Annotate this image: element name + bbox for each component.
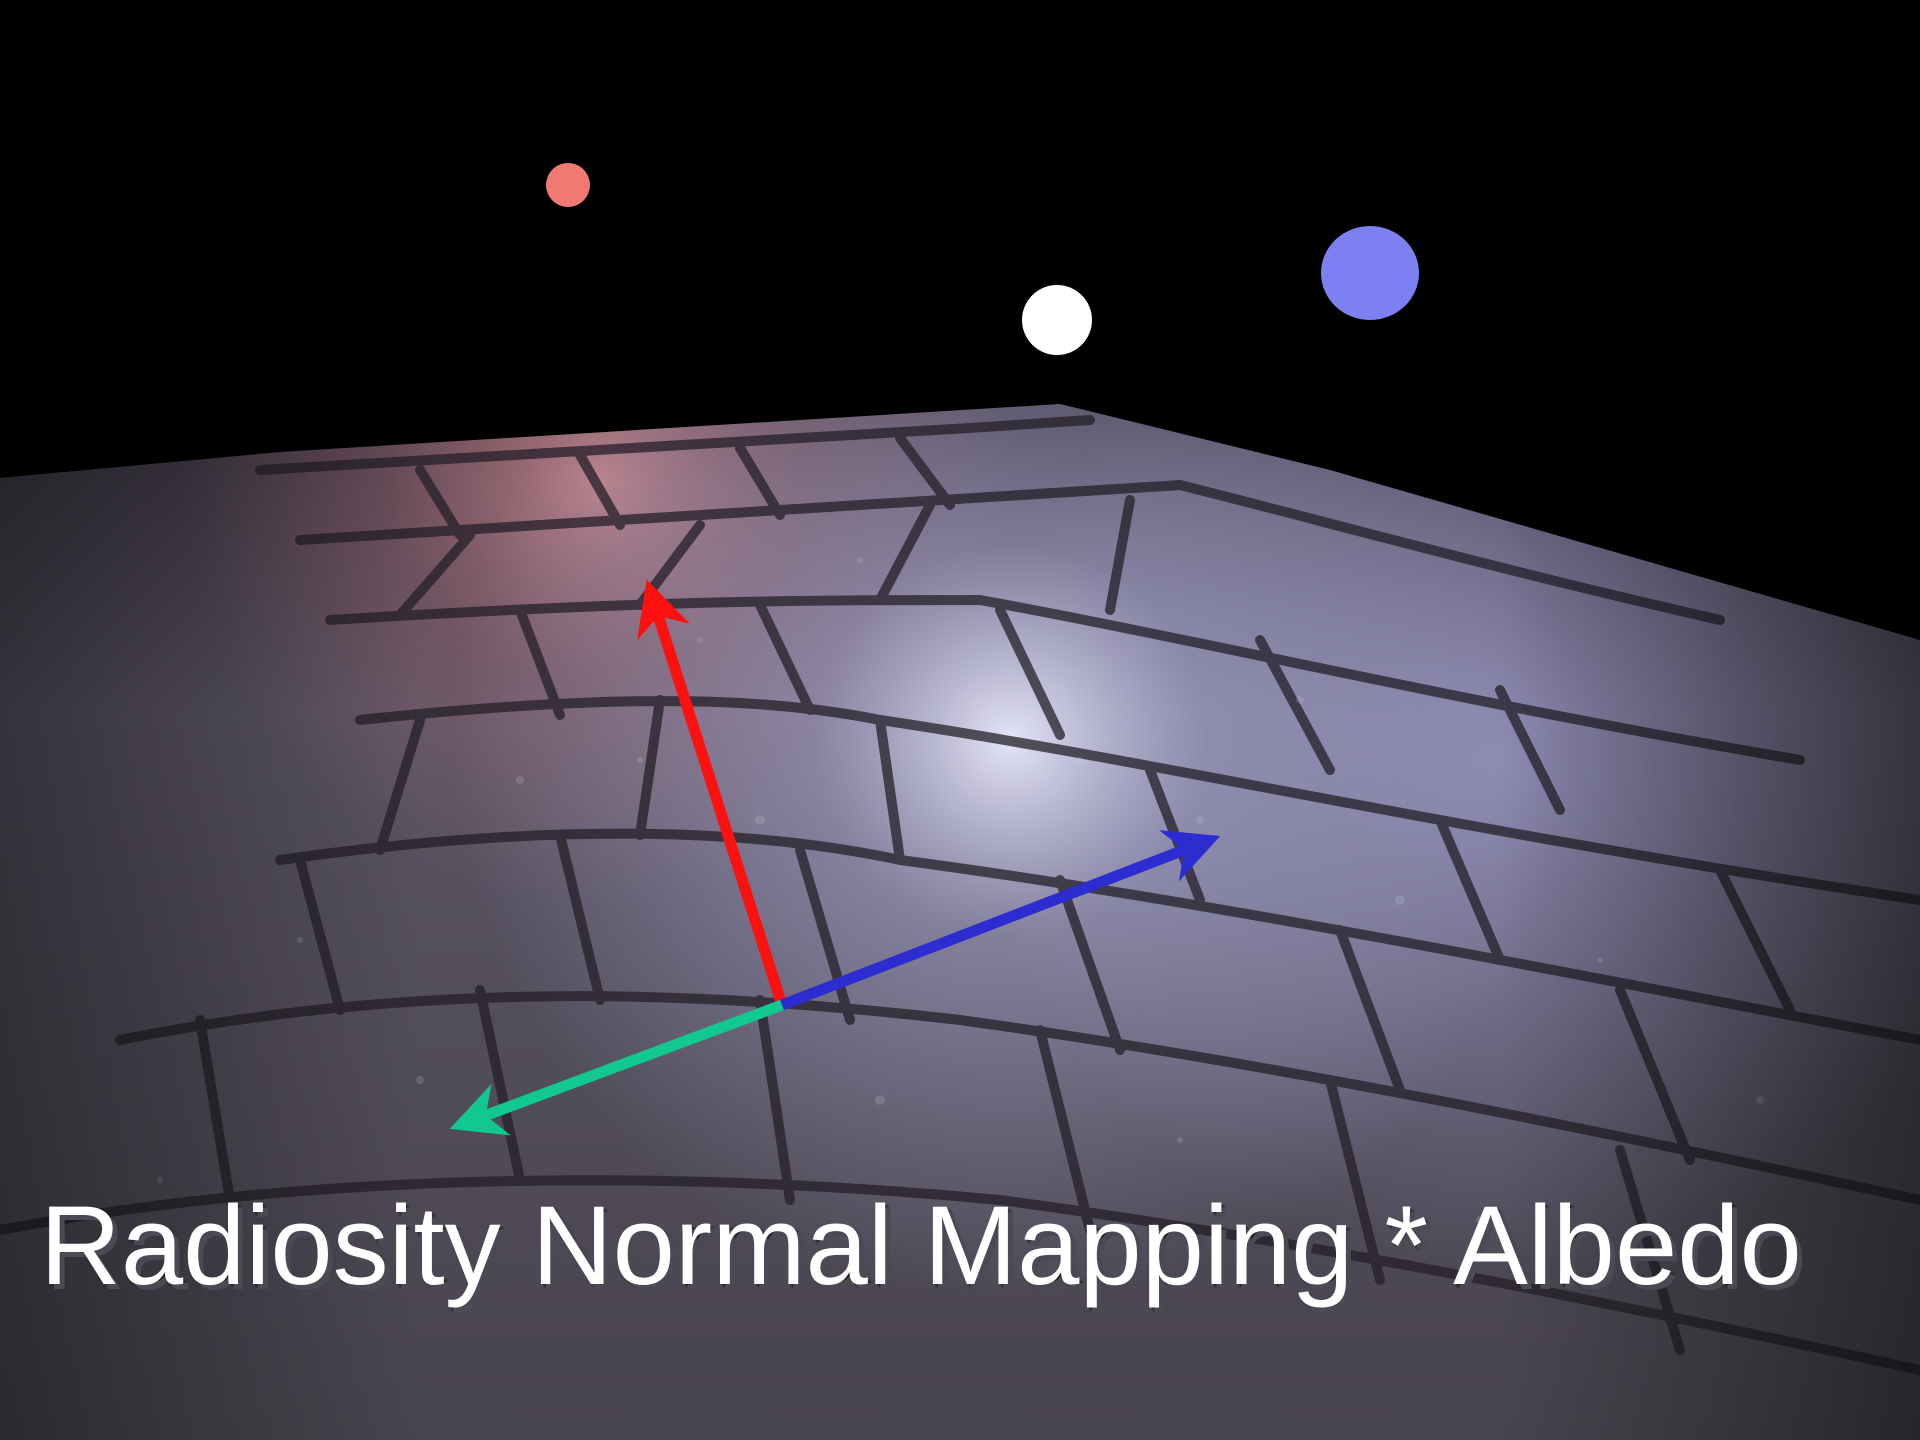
- red-basis-arrow: [637, 579, 788, 1007]
- blue-basis-arrow: [780, 830, 1221, 1011]
- white-light-sphere: [1022, 285, 1092, 355]
- tangent-basis-arrows: [449, 579, 1221, 1136]
- red-light-sphere: [546, 163, 590, 207]
- slide-caption: Radiosity Normal Mapping * Albedo: [40, 1183, 1802, 1308]
- cobblestone-floor: [0, 404, 1920, 1440]
- blue-light-sphere: [1321, 226, 1419, 320]
- green-basis-arrow: [449, 999, 784, 1136]
